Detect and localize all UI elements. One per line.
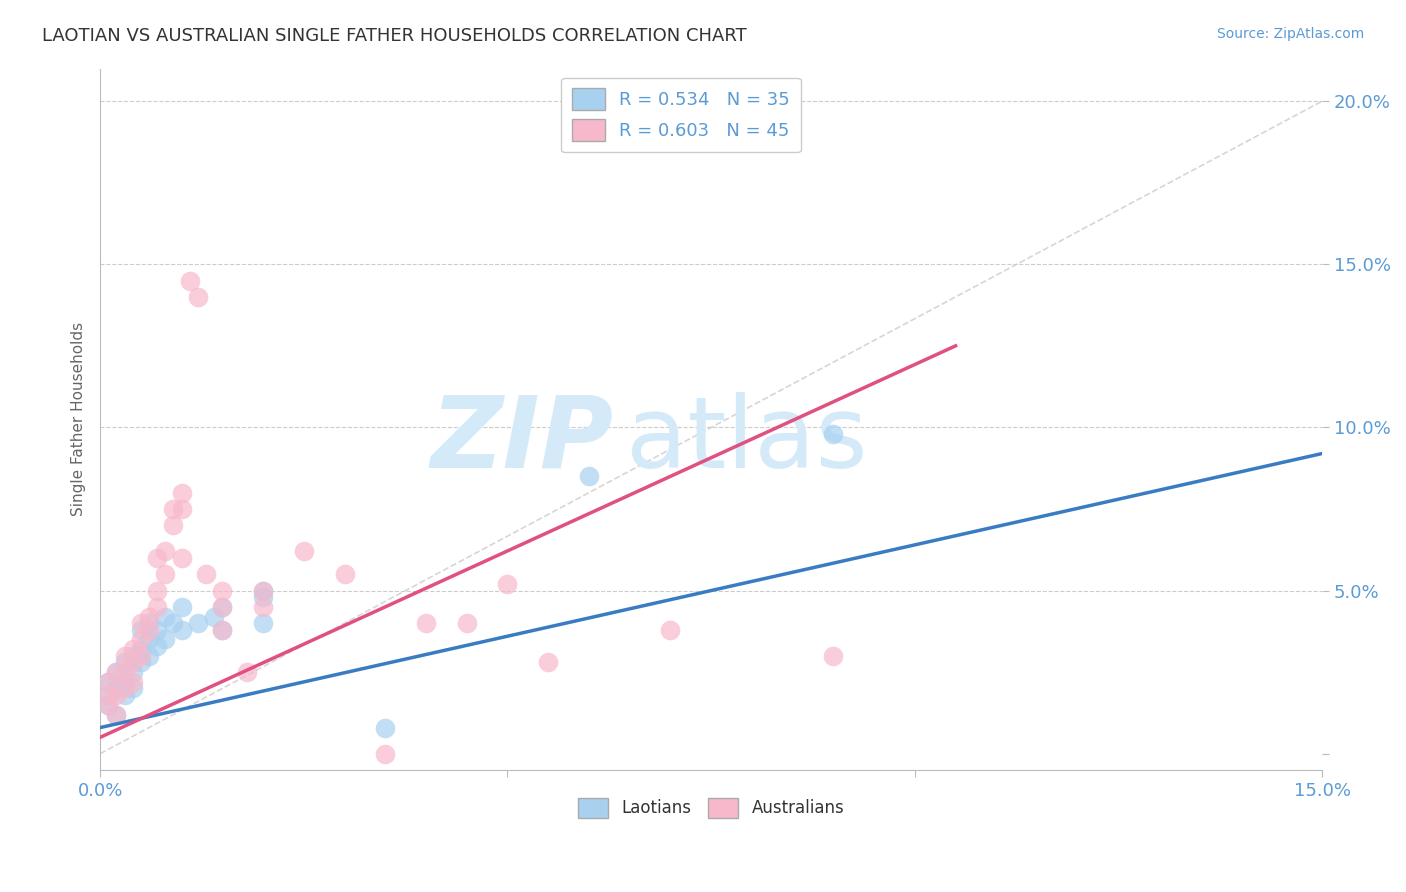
Point [138, 623, 160, 637]
Point [129, 623, 152, 637]
Point [252, 583, 274, 598]
Point [252, 616, 274, 631]
Point [162, 616, 184, 631]
Point [146, 583, 169, 598]
Point [105, 688, 128, 702]
Text: LAOTIAN VS AUSTRALIAN SINGLE FATHER HOUSEHOLDS CORRELATION CHART: LAOTIAN VS AUSTRALIAN SINGLE FATHER HOUS… [42, 27, 747, 45]
Point [415, 616, 437, 631]
Point [155, 632, 177, 647]
Point [578, 469, 600, 483]
Point [211, 599, 233, 614]
Point [114, 665, 136, 679]
Text: ZIP: ZIP [430, 392, 613, 489]
Point [374, 721, 396, 735]
Legend: Laotians, Australians: Laotians, Australians [571, 791, 851, 825]
Point [155, 544, 177, 558]
Point [252, 583, 274, 598]
Point [129, 648, 152, 663]
Point [105, 665, 128, 679]
Point [292, 544, 315, 558]
Point [170, 623, 193, 637]
Point [114, 688, 136, 702]
Point [129, 656, 152, 670]
Point [211, 583, 233, 598]
Point [121, 674, 143, 689]
Point [170, 485, 193, 500]
Point [170, 502, 193, 516]
Point [97, 674, 120, 689]
Point [170, 550, 193, 565]
Point [138, 648, 160, 663]
Text: atlas: atlas [626, 392, 868, 489]
Point [97, 688, 120, 702]
Point [496, 577, 519, 591]
Text: Source: ZipAtlas.com: Source: ZipAtlas.com [1216, 27, 1364, 41]
Point [114, 674, 136, 689]
Point [105, 707, 128, 722]
Point [121, 656, 143, 670]
Point [170, 599, 193, 614]
Point [202, 609, 225, 624]
Point [97, 698, 120, 712]
Point [138, 632, 160, 647]
Point [97, 674, 120, 689]
Point [211, 623, 233, 637]
Point [195, 567, 218, 582]
Point [537, 656, 560, 670]
Point [121, 642, 143, 657]
Point [211, 599, 233, 614]
Point [187, 290, 209, 304]
Point [105, 707, 128, 722]
Point [97, 688, 120, 702]
Point [659, 623, 682, 637]
Point [252, 590, 274, 604]
Point [121, 665, 143, 679]
Point [162, 502, 184, 516]
Point [146, 639, 169, 653]
Point [374, 747, 396, 761]
Point [105, 681, 128, 696]
Point [162, 518, 184, 533]
Point [211, 623, 233, 637]
Point [456, 616, 478, 631]
Point [129, 616, 152, 631]
Point [129, 642, 152, 657]
Point [146, 623, 169, 637]
Point [138, 616, 160, 631]
Point [146, 599, 169, 614]
Point [236, 665, 259, 679]
Point [823, 648, 845, 663]
Point [155, 567, 177, 582]
Point [187, 616, 209, 631]
Point [823, 426, 845, 441]
Y-axis label: Single Father Households: Single Father Households [72, 322, 86, 516]
Point [146, 550, 169, 565]
Point [97, 698, 120, 712]
Point [252, 599, 274, 614]
Point [105, 665, 128, 679]
Point [114, 656, 136, 670]
Point [114, 648, 136, 663]
Point [333, 567, 356, 582]
Point [121, 648, 143, 663]
Point [121, 681, 143, 696]
Point [179, 274, 201, 288]
Point [129, 632, 152, 647]
Point [114, 681, 136, 696]
Point [155, 609, 177, 624]
Point [138, 609, 160, 624]
